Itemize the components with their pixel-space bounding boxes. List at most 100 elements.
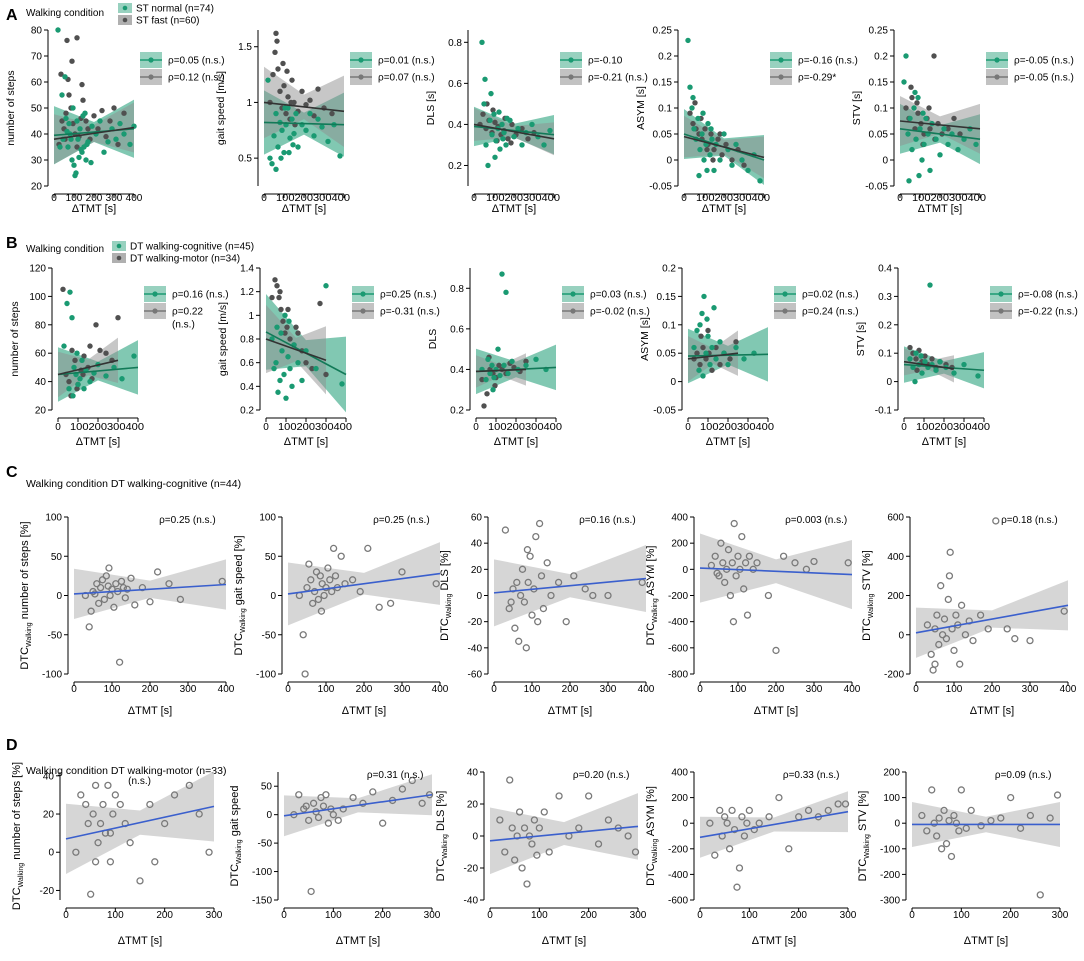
data-point <box>131 601 139 609</box>
data-point <box>545 848 553 856</box>
subplot-y-tick-label: 20 <box>471 565 483 576</box>
data-point-green <box>55 27 61 33</box>
data-point-green <box>479 39 485 46</box>
subplot-y-tick-label: 50 <box>31 104 43 115</box>
data-point-green <box>500 136 506 142</box>
fit-line-gray <box>57 359 119 376</box>
subplot-x-label: ΔTMT [s] <box>754 705 798 717</box>
data-point-green <box>57 144 63 150</box>
data-point-gray <box>115 141 121 148</box>
data-point-green <box>119 376 125 382</box>
y-label-main: DTC <box>857 859 869 882</box>
data-point-green <box>685 37 691 44</box>
data-point <box>984 625 992 633</box>
subplot-x-tick-label: 0 <box>55 422 61 433</box>
subplot-y-tick-label: -50 <box>262 630 277 641</box>
subplot-y-tick-label: 0 <box>886 377 892 388</box>
rho-chip-green-dot <box>782 291 788 297</box>
rho-chip-gray-dot <box>994 74 1000 80</box>
data-point-green <box>315 116 321 122</box>
subplot-y-tick-label: -100 <box>880 844 900 855</box>
subplot-x-tick-label: 0 <box>63 910 69 921</box>
data-point-green <box>922 359 928 365</box>
data-point <box>318 580 326 588</box>
data-point-green <box>113 136 119 142</box>
plots-layer: A Walking condition ST normal (n=74)ST fas… <box>5 3 1078 947</box>
data-point-gray <box>705 327 711 334</box>
fit-line <box>699 567 853 576</box>
data-point <box>1003 625 1011 633</box>
subplot-C-3: ρ=0.16 (n.s.)DTCWalking DLS [%]-60-40-20… <box>439 513 655 718</box>
subplot-x-tick-label: 0 <box>909 910 915 921</box>
data-point-green <box>287 135 293 141</box>
data-point-green <box>937 152 943 158</box>
data-point-green <box>700 110 706 116</box>
data-point-green <box>690 94 696 101</box>
subplot-x-tick-label: 300 <box>630 910 647 921</box>
fit-line-gray <box>473 123 555 140</box>
subplot-x-tick-label: 300 <box>206 910 223 921</box>
data-point-green <box>323 283 329 289</box>
subplot-x-label: ΔTMT [s] <box>118 935 162 947</box>
data-point <box>604 591 612 600</box>
subplot-x-tick-label: 100 <box>104 684 121 695</box>
data-point <box>962 824 970 832</box>
data-point <box>523 546 532 554</box>
data-point <box>520 824 529 832</box>
rho-annotation: ρ=0.09 (n.s.) <box>995 770 1052 781</box>
data-point <box>713 569 721 577</box>
data-point-green <box>121 131 127 137</box>
data-point-gray <box>81 353 87 359</box>
subplot-x-tick-label: 300 <box>806 684 823 695</box>
data-point-gray <box>690 120 696 127</box>
data-point <box>317 607 326 615</box>
data-point <box>324 564 332 572</box>
data-point <box>745 806 753 815</box>
subplot-A-1: number of steps ρ=0.05 (n.s.) ρ=0.12 (n.s.… <box>5 26 225 216</box>
subplot-D-5: ρ=0.09 (n.s.) DTCWalking STV [%] -300 -200 -… <box>857 768 1069 948</box>
subplot-y-tick-label: 0.4 <box>450 365 464 376</box>
fit-line-gray <box>899 120 981 130</box>
data-point <box>725 845 734 853</box>
data-point-green <box>708 126 714 132</box>
data-point-gray <box>523 358 529 365</box>
subplot-x-label: ΔTMT [s] <box>76 436 120 448</box>
fit-line <box>287 572 441 595</box>
y-label-main: DTC <box>229 864 241 887</box>
data-point <box>314 813 323 822</box>
data-point-green <box>295 359 301 366</box>
data-point <box>1007 793 1015 802</box>
data-point <box>540 808 548 816</box>
data-point <box>87 890 95 898</box>
subplot-x-tick-label: 0 <box>901 422 907 433</box>
data-point-gray <box>929 356 935 362</box>
rho-annotation: (n.s.) <box>128 776 151 787</box>
data-point <box>965 617 973 625</box>
data-point <box>1026 811 1035 820</box>
rho-label-green: ρ=0.03 (n.s.) <box>590 290 647 301</box>
y-label-subscript: Walking <box>868 593 875 618</box>
data-point-gray <box>909 94 915 101</box>
subplot-x-tick-label: 200 <box>356 684 373 695</box>
subplot-x-tick-label: 0 <box>913 684 919 695</box>
subplot-x-label: ΔTMT [s] <box>702 203 746 215</box>
data-point-green <box>697 146 703 153</box>
subplot-y-tick-label: 0 <box>682 565 688 576</box>
data-point <box>99 800 107 809</box>
data-point-gray <box>311 113 317 119</box>
subplot-y-tick-label: -40 <box>468 643 483 654</box>
data-point-green <box>519 142 525 148</box>
subplot-y-tick-label: 0.2 <box>662 264 676 275</box>
subplot-D-3: ρ=0.20 (n.s.) DTCWalking DLS [%] -40 -20 0 20… <box>435 768 647 948</box>
y-label-main: DTC <box>439 618 451 641</box>
data-point-green <box>704 167 710 174</box>
data-point-green <box>911 105 917 111</box>
y-label-main: DTC <box>645 863 657 886</box>
subplot-B-5: STV [s] ρ=-0.08 (n.s.) ρ=-0.22 (n.s.) -0.1 0… <box>855 264 1078 449</box>
y-axis-label: DTCWalking STV [%] <box>861 550 875 641</box>
subplot-y-tick-label: -40 <box>464 896 479 907</box>
data-point <box>379 819 387 827</box>
subplot-y-tick-label: 20 <box>31 182 43 193</box>
rho-annotation: ρ=0.25 (n.s.) <box>159 515 216 526</box>
fit-line-green <box>899 128 981 140</box>
